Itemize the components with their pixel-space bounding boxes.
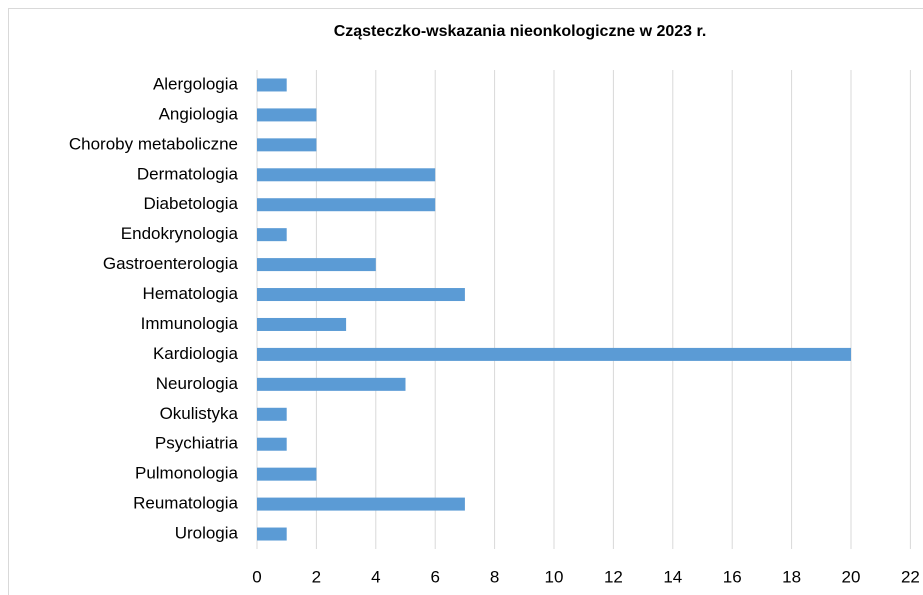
bar bbox=[257, 347, 851, 361]
bar bbox=[257, 258, 376, 272]
y-tick-label: Choroby metaboliczne bbox=[69, 134, 238, 153]
bar bbox=[257, 437, 287, 451]
y-tick-label: Angiologia bbox=[159, 104, 239, 123]
x-tick-label: 10 bbox=[545, 567, 564, 586]
x-tick-label: 6 bbox=[430, 567, 439, 586]
bar bbox=[257, 317, 347, 331]
y-tick-label: Pulmonologia bbox=[135, 464, 239, 483]
bar bbox=[257, 527, 287, 541]
bar bbox=[257, 78, 287, 92]
y-tick-label: Dermatologia bbox=[137, 164, 239, 183]
y-tick-label: Urologia bbox=[175, 524, 239, 543]
bar bbox=[257, 228, 287, 242]
bar bbox=[257, 407, 287, 421]
x-tick-label: 0 bbox=[252, 567, 261, 586]
bar bbox=[257, 168, 436, 182]
x-tick-label: 4 bbox=[371, 567, 380, 586]
bar bbox=[257, 497, 465, 511]
y-tick-label: Immunologia bbox=[141, 314, 239, 333]
y-tick-label: Reumatologia bbox=[133, 494, 238, 513]
y-tick-label: Psychiatria bbox=[155, 434, 239, 453]
x-tick-label: 18 bbox=[782, 567, 801, 586]
y-tick-label: Endokrynologia bbox=[121, 224, 239, 243]
bar bbox=[257, 288, 465, 302]
bar bbox=[257, 467, 317, 481]
y-tick-label: Hematologia bbox=[143, 284, 239, 303]
chart-border bbox=[8, 8, 923, 595]
y-tick-label: Neurologia bbox=[156, 374, 239, 393]
x-tick-label: 12 bbox=[604, 567, 623, 586]
x-tick-label: 16 bbox=[723, 567, 742, 586]
y-tick-label: Diabetologia bbox=[143, 194, 238, 213]
x-tick-label: 22 bbox=[901, 567, 920, 586]
bar bbox=[257, 198, 436, 212]
y-tick-label: Alergologia bbox=[153, 74, 239, 93]
x-tick-label: 20 bbox=[842, 567, 861, 586]
chart-title: Cząsteczko-wskazania nieonkologiczne w 2… bbox=[334, 23, 707, 40]
y-tick-label: Kardiologia bbox=[153, 344, 239, 363]
bar bbox=[257, 108, 317, 122]
x-tick-label: 2 bbox=[312, 567, 321, 586]
bar bbox=[257, 138, 317, 152]
y-tick-label: Gastroenterologia bbox=[103, 254, 239, 273]
x-tick-label: 8 bbox=[490, 567, 499, 586]
y-tick-label: Okulistyka bbox=[160, 404, 239, 423]
bar bbox=[257, 377, 406, 391]
x-tick-label: 14 bbox=[663, 567, 682, 586]
